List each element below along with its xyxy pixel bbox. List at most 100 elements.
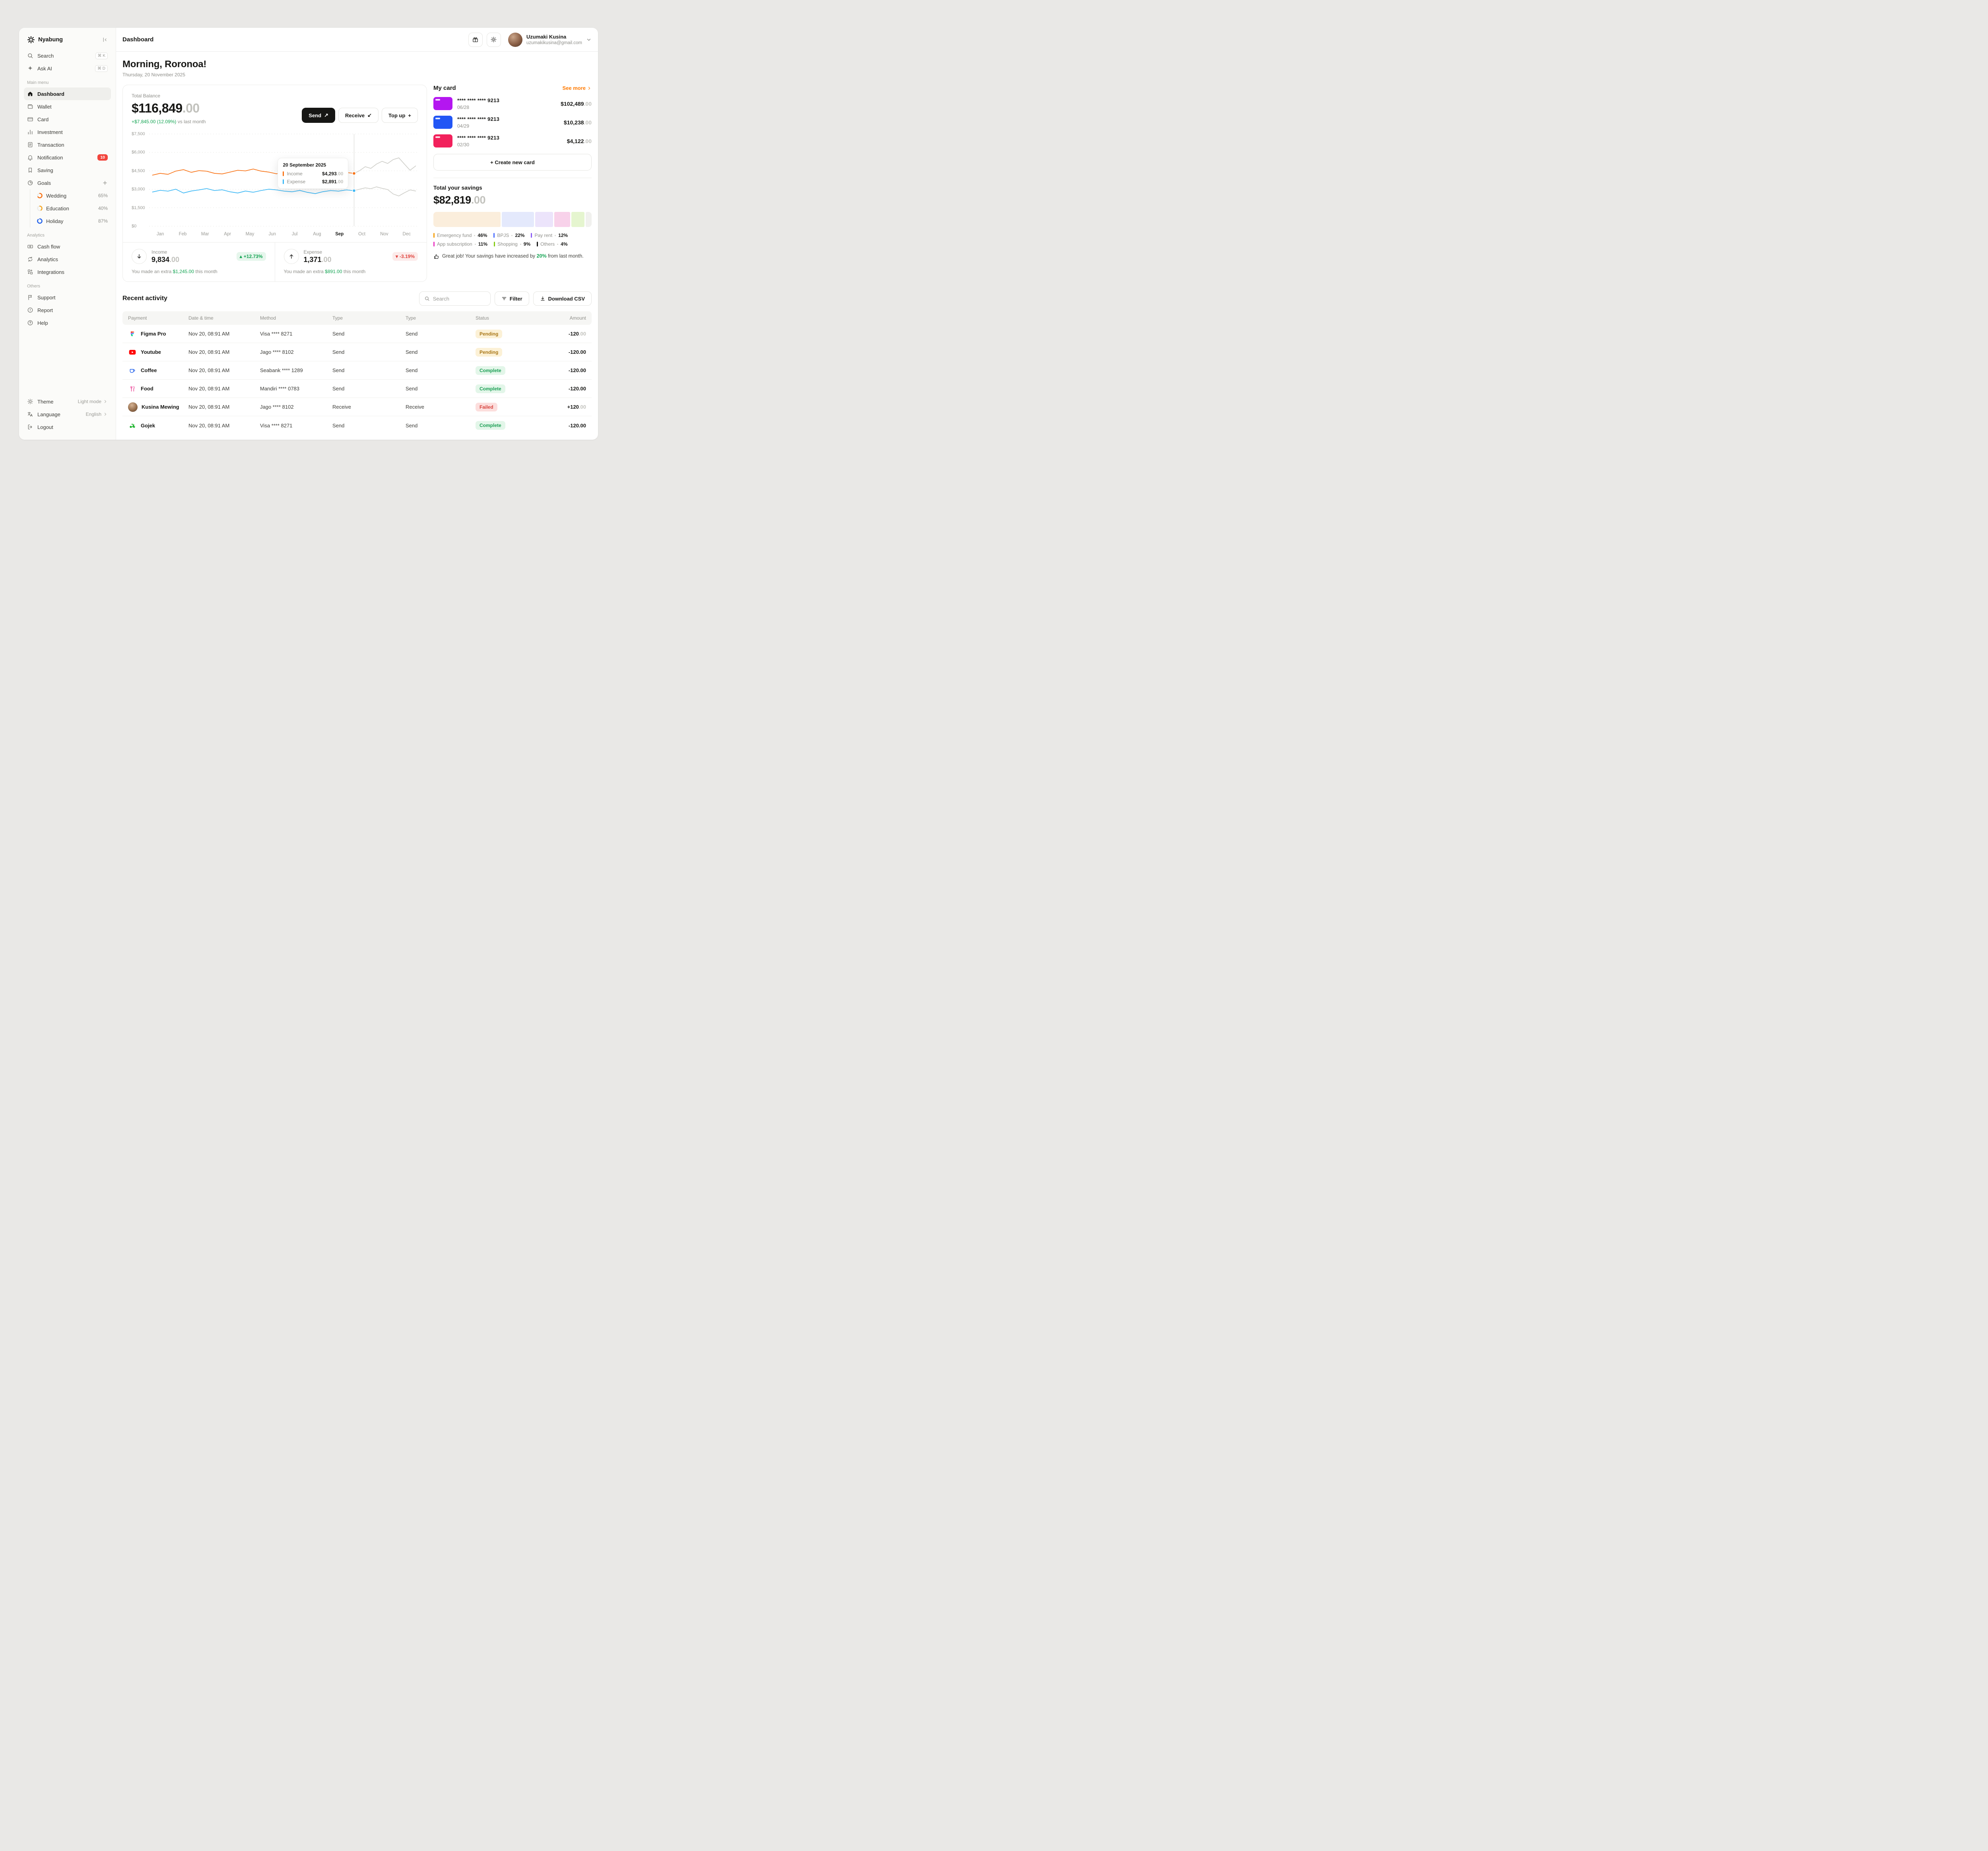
goal-percent: 87%	[98, 218, 108, 224]
sidebar-item-goals[interactable]: Goals	[24, 177, 111, 189]
sidebar-item-label: Card	[37, 116, 49, 122]
content: Morning, Roronoa! Thursday, 20 November …	[116, 52, 598, 440]
card-row[interactable]: **** **** **** 9213 06/28 $102,489.00	[433, 97, 592, 110]
add-goal-icon[interactable]	[102, 180, 108, 186]
pie-chart-icon	[27, 180, 33, 186]
sidebar-item-language[interactable]: Language English	[24, 408, 111, 421]
search-icon	[424, 296, 430, 301]
page: Nyabung Search ⌘ K Ask AI ⌘ D Main menu	[0, 0, 617, 463]
sidebar-item-integrations[interactable]: Integrations	[24, 266, 111, 278]
sidebar-item-search[interactable]: Search ⌘ K	[24, 49, 111, 62]
sidebar-item-card[interactable]: Card	[24, 113, 111, 126]
gift-icon	[472, 36, 479, 43]
chevron-right-icon	[103, 399, 108, 404]
sidebar-item-help[interactable]: Help	[24, 316, 111, 329]
table-row[interactable]: Kusina Mewing Nov 20, 08:91 AM Jago ****…	[122, 398, 592, 416]
legend-item: Shopping 9%	[494, 241, 530, 247]
card-number: **** **** **** 9213	[457, 134, 500, 141]
sidebar-item-report[interactable]: Report	[24, 304, 111, 316]
goal-item-education[interactable]: Education 40%	[33, 202, 111, 215]
filter-button[interactable]: Filter	[494, 291, 529, 306]
create-new-card-button[interactable]: + Create new card	[433, 154, 592, 171]
sidebar-item-dashboard[interactable]: Dashboard	[24, 87, 111, 100]
gift-button[interactable]	[468, 32, 483, 47]
collapse-sidebar-icon[interactable]	[101, 37, 108, 43]
income-value: 9,834.00	[151, 255, 180, 264]
contact-avatar	[128, 402, 138, 412]
card-balance: $4,122.00	[567, 138, 592, 144]
expense-stat: Expense 1,371.00 ▾ -3.19% You made an ext…	[274, 243, 427, 281]
send-button[interactable]: Send ↗	[302, 108, 335, 123]
chevron-right-icon	[587, 86, 592, 91]
card-row[interactable]: **** **** **** 9213 04/29 $10,238.00	[433, 116, 592, 129]
table-row[interactable]: Coffee Nov 20, 08:91 AM Seabank **** 128…	[122, 361, 592, 380]
payment-name: Kusina Mewing	[142, 404, 179, 410]
user-menu[interactable]: Uzumaki Kusina uzumakikusina@gmail.com	[508, 32, 592, 47]
ask-ai-shortcut: ⌘ D	[95, 65, 108, 72]
card-row[interactable]: **** **** **** 9213 02/30 $4,122.00	[433, 134, 592, 147]
help-circle-icon	[27, 320, 33, 326]
top-up-button[interactable]: Top up +	[382, 108, 418, 123]
sidebar-item-label: Wallet	[37, 103, 52, 110]
sidebar-item-label: Goals	[37, 180, 51, 186]
expense-badge: ▾ -3.19%	[392, 252, 418, 261]
settings-button[interactable]	[486, 32, 501, 47]
notification-badge: 10	[97, 154, 108, 161]
logout-icon	[27, 424, 33, 430]
payment-name: Coffee	[141, 367, 157, 373]
filter-icon	[501, 296, 507, 301]
legend-item: App subscription 11%	[433, 241, 487, 247]
sidebar-item-cash-flow[interactable]: Cash flow	[24, 240, 111, 253]
balance-chart[interactable]: $7,500 $6,000 $4,500 $3,000 $1,500 $0 Jan Feb M…	[123, 128, 427, 241]
receive-button[interactable]: Receive ↙	[338, 108, 379, 123]
goal-item-wedding[interactable]: Wedding 65%	[33, 189, 111, 202]
sidebar-item-label: Integrations	[37, 269, 64, 275]
activity-search[interactable]	[419, 291, 491, 306]
sidebar-item-label: Cash flow	[37, 243, 60, 250]
search-input[interactable]	[433, 295, 485, 302]
download-csv-button[interactable]: Download CSV	[533, 291, 592, 306]
card-balance: $102,489.00	[561, 100, 592, 107]
card-expiry: 06/28	[457, 104, 470, 110]
language-value: English	[86, 411, 108, 417]
sidebar-item-label: Investment	[37, 129, 63, 135]
search-shortcut: ⌘ K	[95, 52, 108, 59]
sidebar-item-analytics[interactable]: Analytics	[24, 253, 111, 266]
sidebar-item-notification[interactable]: Notification 10	[24, 151, 111, 164]
youtube-icon	[128, 348, 137, 357]
goal-item-holiday[interactable]: Holiday 87%	[33, 215, 111, 227]
sidebar-item-theme[interactable]: Theme Light mode	[24, 395, 111, 408]
table-row[interactable]: Youtube Nov 20, 08:91 AM Jago **** 8102 …	[122, 343, 592, 361]
balance-delta: +$7,845.00 (12.09%) vs last month	[132, 119, 206, 124]
income-tick	[283, 171, 284, 176]
sidebar-item-support[interactable]: Support	[24, 291, 111, 304]
sidebar-item-transaction[interactable]: Transaction	[24, 138, 111, 151]
goal-progress-ring	[37, 206, 43, 211]
table-row[interactable]: Figma Pro Nov 20, 08:91 AM Visa **** 827…	[122, 325, 592, 343]
table-row[interactable]: Gojek Nov 20, 08:91 AM Visa **** 8271 Se…	[122, 416, 592, 435]
amount: +120.00	[567, 404, 586, 410]
plus-icon: +	[408, 112, 411, 118]
translate-icon	[27, 411, 33, 417]
income-circle	[132, 249, 147, 264]
see-more-link[interactable]: See more	[562, 85, 592, 91]
table-row[interactable]: Food Nov 20, 08:91 AM Mandiri **** 0783 …	[122, 380, 592, 398]
arrow-down-left-icon: ↙	[367, 112, 372, 118]
avatar	[508, 32, 522, 47]
refresh-icon	[27, 256, 33, 262]
alert-circle-icon	[27, 307, 33, 313]
payment-name: Youtube	[141, 349, 161, 355]
amount: -120.00	[568, 331, 586, 337]
chevron-down-icon	[586, 37, 592, 43]
legend-item: BPJS 22%	[493, 233, 524, 238]
sidebar-item-wallet[interactable]: Wallet	[24, 100, 111, 113]
sidebar-item-ask-ai[interactable]: Ask AI ⌘ D	[24, 62, 111, 75]
sidebar-item-investment[interactable]: Investment	[24, 126, 111, 138]
sidebar-item-saving[interactable]: Saving	[24, 164, 111, 177]
savings-legend: Emergency fund 46% BPJS 22% Pay rent 12% Ap…	[433, 233, 592, 247]
theme-value: Light mode	[78, 399, 108, 404]
status-badge: Pending	[476, 329, 503, 338]
card-balance: $10,238.00	[563, 119, 592, 126]
sidebar-item-logout[interactable]: Logout	[24, 421, 111, 433]
status-badge: Failed	[476, 402, 497, 411]
